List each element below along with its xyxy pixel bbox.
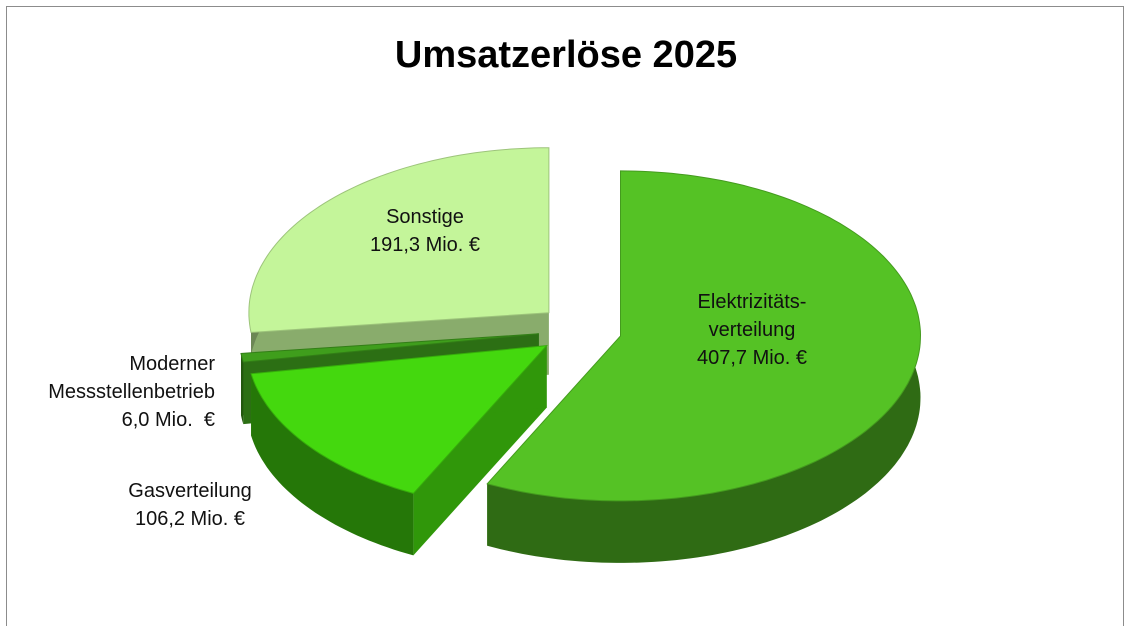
- slice: [250, 344, 548, 494]
- value-label: 106,2 Mio. €: [134, 508, 246, 530]
- category-label: Moderner Messstellenbetrieb: [48, 353, 215, 403]
- chart-frame: [6, 6, 1124, 626]
- value-label: 407,7 Mio. €: [696, 347, 808, 369]
- data-label: Elektrizitäts- verteilung 407,7 Mio. €: [697, 288, 807, 372]
- value-label: 6,0 Mio. €: [121, 409, 215, 431]
- chart-title: Umsatzerlöse 2025: [394, 34, 738, 76]
- category-label: Sonstige: [386, 206, 464, 228]
- value-label: 191,3 Mio. €: [369, 234, 481, 256]
- slice-side: [251, 373, 414, 556]
- slice: [240, 333, 539, 363]
- data-label: Sonstige 191,3 Mio. €: [370, 203, 480, 259]
- category-label: Elektrizitäts- verteilung: [697, 291, 807, 341]
- slice: [486, 170, 922, 502]
- category-label: Gasverteilung: [128, 480, 252, 502]
- data-label: Gasverteilung 106,2 Mio. €: [128, 477, 251, 533]
- data-label: Moderner Messstellenbetrieb 6,0 Mio. €: [48, 350, 215, 434]
- slice-side: [241, 353, 244, 425]
- slice: [248, 147, 550, 333]
